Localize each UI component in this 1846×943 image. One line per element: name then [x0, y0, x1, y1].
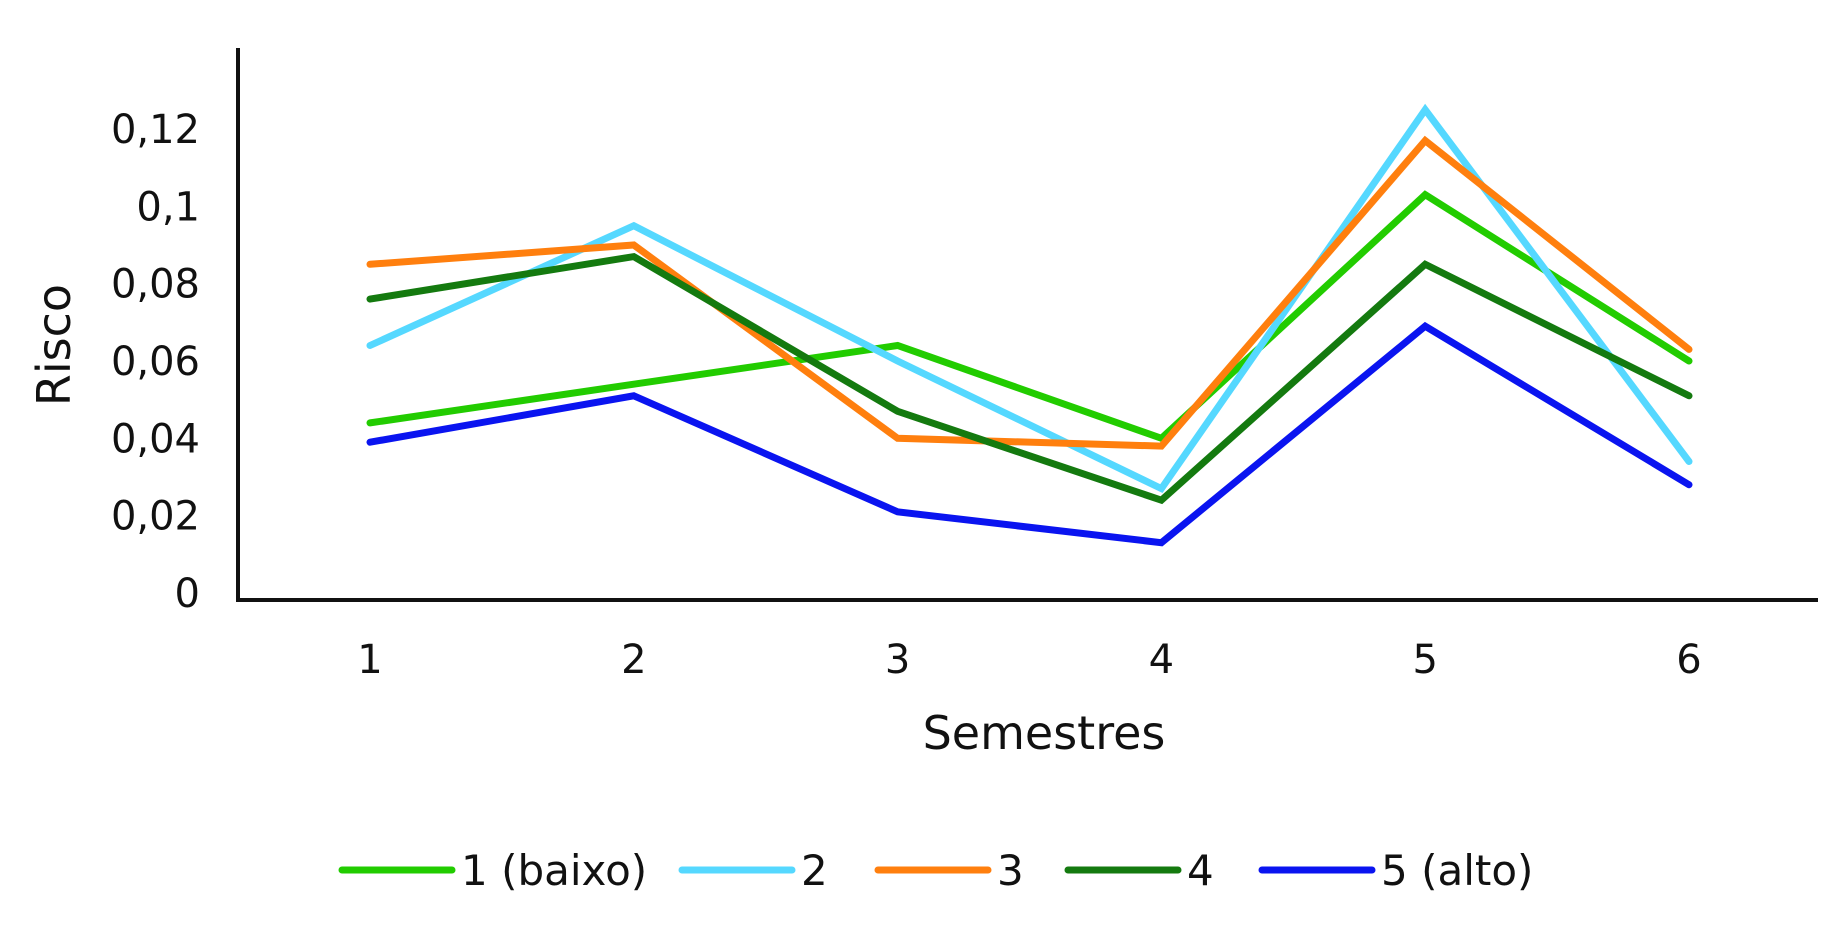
- y-tick-label: 0,1: [136, 184, 200, 230]
- y-tick-label: 0,12: [111, 107, 200, 153]
- legend-label-1: 1 (baixo): [461, 846, 647, 895]
- series-lines: [366, 103, 1693, 547]
- x-tick-label: 4: [1149, 637, 1174, 683]
- y-tick-labels: 0 0,02 0,04 0,06 0,08 0,1 0,12: [111, 107, 200, 617]
- x-tick-label: 3: [885, 637, 910, 683]
- legend-label-2: 2: [801, 846, 828, 895]
- y-tick-label: 0,06: [111, 339, 200, 385]
- series-line-5: [366, 321, 1693, 547]
- x-tick-label: 2: [621, 637, 646, 683]
- x-tick-label: 1: [357, 637, 382, 683]
- legend-label-3: 3: [997, 846, 1024, 895]
- y-tick-label: 0,08: [111, 262, 200, 308]
- legend-label-4: 4: [1187, 846, 1214, 895]
- y-tick-label: 0,04: [111, 416, 200, 462]
- x-tick-label: 6: [1676, 637, 1701, 683]
- x-tick-label: 5: [1412, 637, 1437, 683]
- legend-label-5: 5 (alto): [1381, 846, 1533, 895]
- x-axis-title: Semestres: [923, 706, 1166, 760]
- y-axis-title: Risco: [27, 284, 81, 406]
- y-tick-label: 0,02: [111, 494, 200, 540]
- x-tick-labels: 1 2 3 4 5 6: [357, 637, 1701, 683]
- axes: [236, 48, 1818, 602]
- y-tick-label: 0: [175, 571, 200, 617]
- series-line-1: [366, 190, 1693, 443]
- series-line-3: [366, 135, 1693, 450]
- series-line-4: [366, 252, 1693, 505]
- legend: 1 (baixo) 2 3 4 5 (alto): [338, 846, 1533, 895]
